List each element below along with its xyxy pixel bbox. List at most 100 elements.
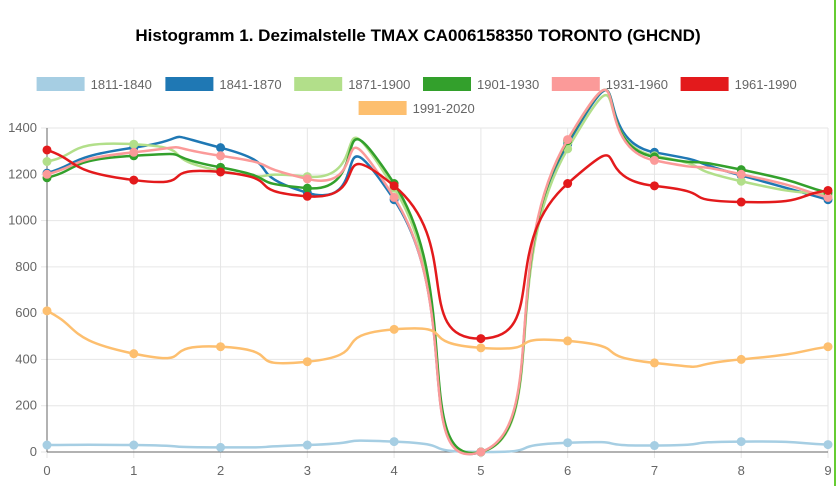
y-tick-label: 200 [15,398,37,413]
series-group [42,88,833,457]
y-tick-label: 800 [15,259,37,274]
x-tick-label: 5 [477,463,484,478]
legend-item: 1991-2020 [358,101,475,116]
legend-label: 1811-1840 [91,77,152,92]
x-tick-label: 0 [43,463,50,478]
series-1961-1990 [42,145,833,344]
legend-item: 1901-1930 [423,77,539,92]
legend: 1811-1840 1841-1870 1871-1900 1901-1930 1931… [36,77,797,116]
data-point [216,167,226,177]
data-point [216,143,226,153]
y-tick-label: 1000 [8,213,37,228]
legend-swatch [680,77,729,91]
data-point [42,157,52,167]
y-tick-label: 0 [30,444,37,459]
x-tick-label: 2 [217,463,224,478]
legend-label: 1871-1900 [348,77,410,92]
series-line [46,439,829,454]
data-point [216,442,226,452]
series-1841-1870 [42,89,833,457]
data-point [42,145,52,155]
data-point [389,324,399,334]
data-point [129,139,139,149]
data-point [42,440,52,450]
series-line [46,89,829,456]
legend-swatch [358,101,407,115]
legend-label: 1991-2020 [413,101,475,116]
x-tick-label: 7 [651,463,658,478]
y-tick-label: 600 [15,305,37,320]
legend-label: 1901-1930 [477,77,539,92]
legend-item: 1841-1870 [165,77,282,92]
data-point [823,185,833,195]
y-tick-label: 1200 [8,166,37,181]
data-point [129,349,139,359]
data-point [649,441,659,451]
data-point [302,183,312,193]
legend-swatch [36,77,85,91]
data-point [216,342,226,352]
data-point [302,440,312,450]
data-point [649,358,659,368]
x-tick-label: 9 [824,463,831,478]
series-line [46,88,829,455]
data-point [823,440,833,450]
legend-label: 1961-1990 [735,77,797,92]
data-point [129,440,139,450]
data-point [736,169,746,179]
data-point [216,151,226,161]
series-1991-2020 [42,306,833,369]
series-1901-1930 [42,88,833,457]
data-point [389,437,399,447]
x-tick-label: 6 [564,463,571,478]
series-line [46,309,829,369]
legend-swatch [551,77,600,91]
data-point [389,181,399,191]
legend-item: 1931-1960 [551,77,668,92]
axes: 0 200 400 600 800 1000 1200 1400 0 1 2 3 4 5 6 7 8 9 [8,120,832,478]
legend-swatch [423,77,471,91]
data-point [42,306,52,316]
data-point [129,175,139,185]
right-border [834,0,836,486]
data-point [736,354,746,364]
data-point [476,447,486,457]
data-point [823,342,833,352]
data-point [302,357,312,367]
legend-label: 1841-1870 [219,77,281,92]
x-tick-label: 4 [390,463,397,478]
x-tick-label: 1 [130,463,137,478]
data-point [42,169,52,179]
series-line [46,88,829,456]
legend-item: 1961-1990 [680,77,797,92]
data-point [563,179,573,189]
data-point [649,181,659,191]
data-point [649,155,659,165]
data-point [389,192,399,202]
series-line [46,148,829,340]
legend-item: 1871-1900 [294,77,410,92]
data-point [563,438,573,448]
legend-swatch [294,77,343,91]
data-point [129,147,139,157]
data-point [563,336,573,346]
x-tick-label: 8 [738,463,745,478]
legend-swatch [165,77,214,91]
data-point [563,135,573,145]
y-tick-label: 1400 [8,120,37,135]
legend-item: 1811-1840 [36,77,152,92]
data-point [302,191,312,201]
x-tick-label: 3 [304,463,311,478]
data-point [736,437,746,447]
y-tick-label: 400 [15,351,37,366]
data-point [476,334,486,344]
data-point [302,174,312,184]
data-point [736,197,746,207]
series-1811-1840 [42,437,833,457]
chart-title: Histogramm 1. Dezimalstelle TMAX CA00615… [135,26,700,45]
legend-label: 1931-1960 [606,77,668,92]
data-point [476,343,486,353]
series-1931-1960 [42,88,833,457]
